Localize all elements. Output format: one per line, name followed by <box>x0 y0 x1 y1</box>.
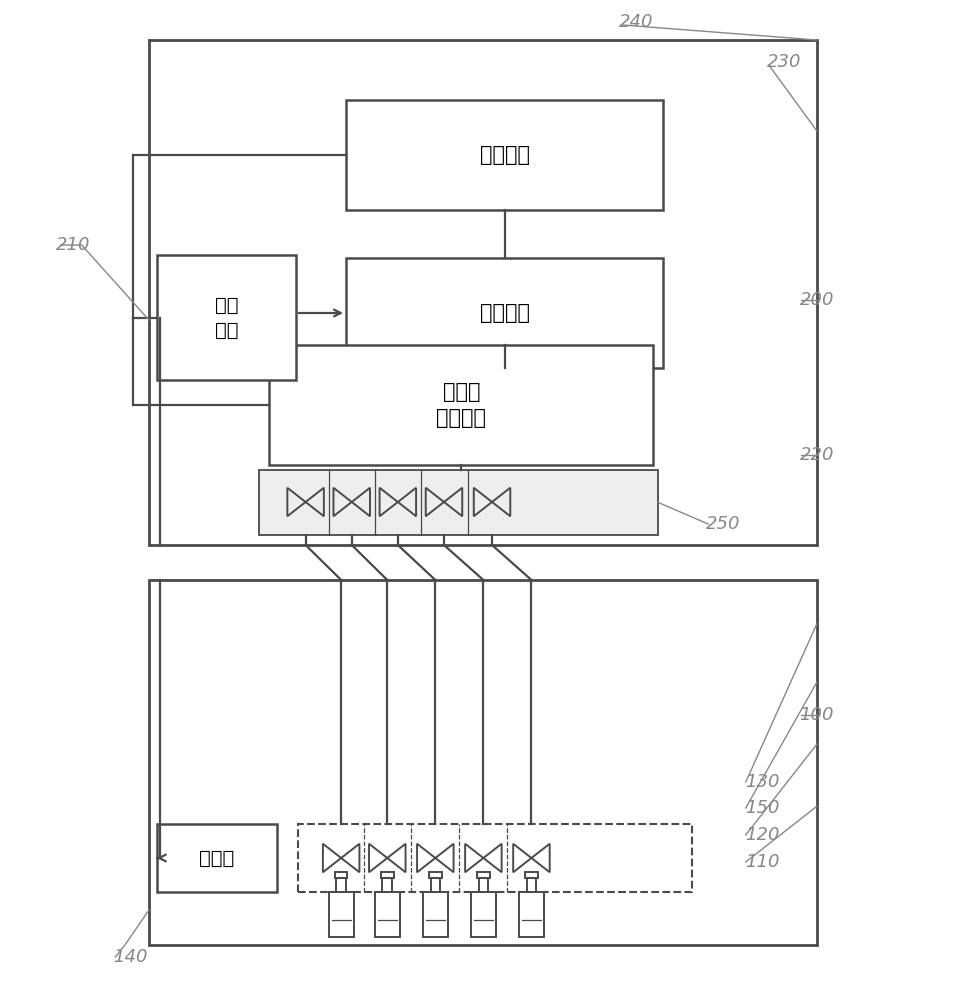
Text: 210: 210 <box>56 236 90 254</box>
Text: 130: 130 <box>745 773 779 791</box>
Bar <box>431 878 440 892</box>
Bar <box>519 892 544 937</box>
Bar <box>479 878 488 892</box>
Bar <box>298 824 692 892</box>
Bar <box>157 824 277 892</box>
Text: 120: 120 <box>745 826 779 844</box>
Bar <box>382 878 392 892</box>
Text: 110: 110 <box>745 853 779 871</box>
Bar <box>423 892 448 937</box>
Bar <box>526 872 538 878</box>
Bar <box>149 580 817 945</box>
Text: 240: 240 <box>619 13 653 31</box>
Bar <box>478 872 489 878</box>
Text: 230: 230 <box>767 53 801 71</box>
Text: 反应装置: 反应装置 <box>480 303 530 323</box>
Text: 进排液
计量装置: 进排液 计量装置 <box>436 382 486 428</box>
Bar <box>157 255 296 380</box>
Text: 200: 200 <box>800 291 834 309</box>
Bar <box>346 100 663 210</box>
Text: 140: 140 <box>113 948 148 966</box>
Bar <box>336 878 346 892</box>
Text: 检测装置: 检测装置 <box>480 145 530 165</box>
Bar <box>329 892 354 937</box>
Bar <box>335 872 348 878</box>
Text: 220: 220 <box>800 446 834 464</box>
Bar <box>382 872 394 878</box>
Text: 控制
单元: 控制 单元 <box>214 296 238 340</box>
Bar <box>471 892 496 937</box>
Text: 100: 100 <box>800 706 834 724</box>
Text: 控制器: 控制器 <box>199 848 234 867</box>
Bar <box>346 258 663 368</box>
Text: 250: 250 <box>706 515 741 533</box>
Text: 150: 150 <box>745 799 779 817</box>
Bar <box>259 470 658 535</box>
Bar <box>430 872 442 878</box>
Bar <box>375 892 400 937</box>
Bar <box>149 40 817 545</box>
Bar <box>527 878 536 892</box>
Bar <box>269 345 653 465</box>
